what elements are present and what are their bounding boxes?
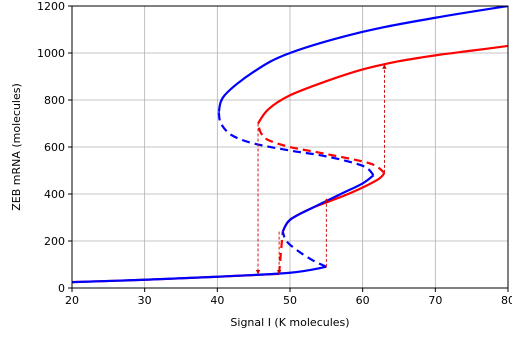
x-tick-label: 60 xyxy=(356,294,370,307)
blue-branch-solid xyxy=(281,174,375,233)
y-tick-label: 800 xyxy=(44,94,65,107)
y-tick-label: 600 xyxy=(44,141,65,154)
x-tick-label: 30 xyxy=(138,294,152,307)
blue-branch-dashed xyxy=(217,111,375,177)
x-tick-label: 40 xyxy=(210,294,224,307)
x-tick-label: 20 xyxy=(65,294,79,307)
blue-branch-solid xyxy=(217,6,508,113)
x-tick-label: 70 xyxy=(428,294,442,307)
y-axis-label: ZEB mRNA (molecules) xyxy=(10,83,23,211)
blue-branch-dashed xyxy=(281,231,327,268)
y-tick-label: 1200 xyxy=(37,0,65,13)
y-tick-label: 0 xyxy=(58,282,65,295)
blue-branch-solid xyxy=(72,265,327,284)
red-branch-dashed xyxy=(256,123,386,174)
red-branch-dashed xyxy=(278,231,284,274)
x-axis-label: Signal I (K molecules) xyxy=(230,316,349,329)
red-branch-solid xyxy=(281,172,386,233)
x-tick-label: 80 xyxy=(501,294,512,307)
x-tick-label: 50 xyxy=(283,294,297,307)
series-layer xyxy=(72,6,508,284)
y-tick-label: 1000 xyxy=(37,47,65,60)
y-tick-label: 200 xyxy=(44,235,65,248)
transition-layer xyxy=(255,64,387,275)
x-ticks: 20 30 40 50 60 70 80 xyxy=(65,288,512,307)
y-tick-label: 400 xyxy=(44,188,65,201)
y-ticks: 0 200 400 600 800 1000 1200 xyxy=(37,0,72,295)
red-branch-solid xyxy=(257,44,508,125)
